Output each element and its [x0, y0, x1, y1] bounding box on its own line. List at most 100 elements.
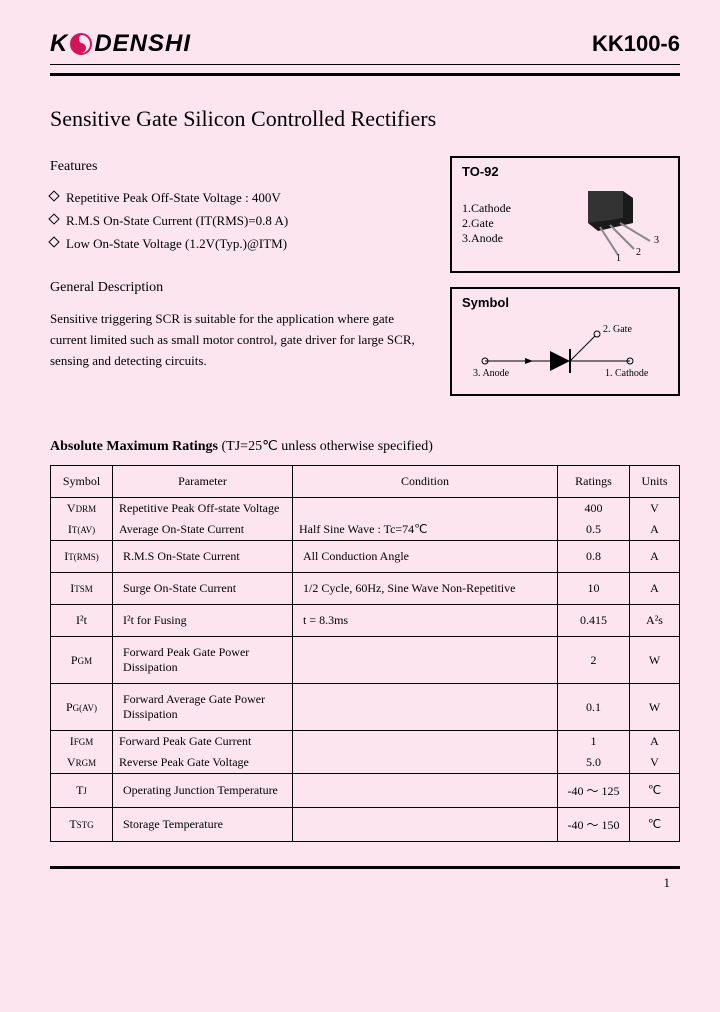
cell-param: Operating Junction Temperature — [113, 774, 293, 808]
header: K DENSHI KK100-6 — [50, 30, 680, 64]
cell-symbol: ITSM — [51, 573, 113, 605]
feature-text: Repetitive Peak Off-State Voltage : 400V — [66, 188, 281, 209]
table-row: ITSMSurge On-State Current1/2 Cycle, 60H… — [51, 573, 680, 605]
features-heading: Features — [50, 156, 432, 178]
features-list: Repetitive Peak Off-State Voltage : 400V… — [50, 188, 432, 254]
package-icon: 1 2 3 — [558, 183, 668, 263]
package-label: TO-92 — [462, 164, 668, 179]
cell-rating: -40 ～ 150 — [558, 808, 630, 842]
cell-unit: V — [630, 752, 680, 774]
general-text: Sensitive triggering SCR is suitable for… — [50, 309, 432, 371]
cell-cond — [293, 774, 558, 808]
ratings-table: Symbol Parameter Condition Ratings Units… — [50, 465, 680, 842]
diamond-icon — [48, 236, 59, 247]
cell-param: Reverse Peak Gate Voltage — [113, 752, 293, 774]
col-units: Units — [630, 466, 680, 498]
table-row: IT(RMS)R.M.S On-State CurrentAll Conduct… — [51, 541, 680, 573]
cell-param: Repetitive Peak Off-state Voltage — [113, 498, 293, 520]
cell-unit: V — [630, 498, 680, 520]
pin-3: 3.Anode — [462, 231, 554, 246]
cell-param: Storage Temperature — [113, 808, 293, 842]
cell-rating: 0.8 — [558, 541, 630, 573]
ratings-title: Absolute Maximum Ratings (TJ=25℃ unless … — [50, 438, 680, 455]
cell-symbol: I²t — [51, 605, 113, 637]
cell-unit: A — [630, 731, 680, 753]
svg-text:3: 3 — [654, 235, 659, 246]
cell-param: Forward Peak Gate Power Dissipation — [113, 637, 293, 684]
diamond-icon — [48, 214, 59, 225]
cell-cond — [293, 752, 558, 774]
cell-rating: 0.415 — [558, 605, 630, 637]
table-row: TJOperating Junction Temperature -40 ～ 12… — [51, 774, 680, 808]
right-column: TO-92 1.Cathode 2.Gate 3.Anode 1 2 3 — [450, 156, 680, 410]
logo-icon — [69, 32, 93, 56]
feature-item: Repetitive Peak Off-State Voltage : 400V — [50, 188, 432, 209]
cell-cond: t = 8.3ms — [293, 605, 558, 637]
logo: K DENSHI — [50, 30, 191, 58]
table-row: TSTGStorage Temperature -40 ～ 150℃ — [51, 808, 680, 842]
general-description: General Description Sensitive triggering… — [50, 277, 432, 372]
cell-cond: 1/2 Cycle, 60Hz, Sine Wave Non-Repetitiv… — [293, 573, 558, 605]
cell-unit: W — [630, 684, 680, 731]
col-condition: Condition — [293, 466, 558, 498]
cell-symbol: PG(AV) — [51, 684, 113, 731]
symbol-label: Symbol — [462, 295, 668, 310]
table-row: IT(AV)Average On-State CurrentHalf Sine … — [51, 519, 680, 541]
cell-param: R.M.S On-State Current — [113, 541, 293, 573]
feature-text: Low On-State Voltage (1.2V(Typ.)@ITM) — [66, 234, 287, 255]
left-column: Features Repetitive Peak Off-State Volta… — [50, 156, 432, 410]
cell-cond: All Conduction Angle — [293, 541, 558, 573]
symbol-cathode-label: 1. Cathode — [605, 368, 649, 379]
pin-1: 1.Cathode — [462, 201, 554, 216]
cell-cond — [293, 498, 558, 520]
col-symbol: Symbol — [51, 466, 113, 498]
table-row: VRGMReverse Peak Gate Voltage 5.0V — [51, 752, 680, 774]
cell-symbol: VRGM — [51, 752, 113, 774]
cell-param: I²t for Fusing — [113, 605, 293, 637]
content-columns: Features Repetitive Peak Off-State Volta… — [50, 156, 680, 410]
svg-text:2: 2 — [636, 247, 641, 258]
pin-2: 2.Gate — [462, 216, 554, 231]
footer-rule — [50, 866, 680, 869]
feature-item: Low On-State Voltage (1.2V(Typ.)@ITM) — [50, 234, 432, 255]
part-number: KK100-6 — [592, 31, 680, 57]
table-row: VDRMRepetitive Peak Off-state Voltage 400… — [51, 498, 680, 520]
cell-rating: 400 — [558, 498, 630, 520]
table-row: PG(AV)Forward Average Gate Power Dissipa… — [51, 684, 680, 731]
cell-symbol: TJ — [51, 774, 113, 808]
cell-param: Forward Average Gate Power Dissipation — [113, 684, 293, 731]
cell-symbol: IFGM — [51, 731, 113, 753]
cell-symbol: VDRM — [51, 498, 113, 520]
ratings-title-rest: (TJ=25℃ unless otherwise specified) — [218, 439, 433, 454]
cell-rating: 0.5 — [558, 519, 630, 541]
cell-unit: A²s — [630, 605, 680, 637]
cell-cond — [293, 808, 558, 842]
page-number: 1 — [50, 875, 680, 891]
feature-item: R.M.S On-State Current (IT(RMS)=0.8 A) — [50, 211, 432, 232]
general-heading: General Description — [50, 277, 432, 299]
header-rule-thick — [50, 73, 680, 76]
cell-unit: ℃ — [630, 808, 680, 842]
logo-text-right: DENSHI — [94, 30, 191, 58]
table-row: I²tI²t for Fusingt = 8.3ms0.415A²s — [51, 605, 680, 637]
page-title: Sensitive Gate Silicon Controlled Rectif… — [50, 106, 680, 132]
ratings-title-bold: Absolute Maximum Ratings — [50, 439, 218, 454]
symbol-anode-label: 3. Anode — [473, 368, 510, 379]
cell-param: Surge On-State Current — [113, 573, 293, 605]
cell-symbol: TSTG — [51, 808, 113, 842]
cell-cond — [293, 637, 558, 684]
header-rule-thin — [50, 64, 680, 65]
cell-symbol: PGM — [51, 637, 113, 684]
cell-cond — [293, 731, 558, 753]
cell-rating: -40 ～ 125 — [558, 774, 630, 808]
cell-unit: A — [630, 573, 680, 605]
cell-rating: 2 — [558, 637, 630, 684]
col-parameter: Parameter — [113, 466, 293, 498]
cell-rating: 5.0 — [558, 752, 630, 774]
package-box: TO-92 1.Cathode 2.Gate 3.Anode 1 2 3 — [450, 156, 680, 273]
table-header-row: Symbol Parameter Condition Ratings Units — [51, 466, 680, 498]
cell-symbol: IT(AV) — [51, 519, 113, 541]
cell-param: Average On-State Current — [113, 519, 293, 541]
feature-text: R.M.S On-State Current (IT(RMS)=0.8 A) — [66, 211, 288, 232]
cell-param: Forward Peak Gate Current — [113, 731, 293, 753]
